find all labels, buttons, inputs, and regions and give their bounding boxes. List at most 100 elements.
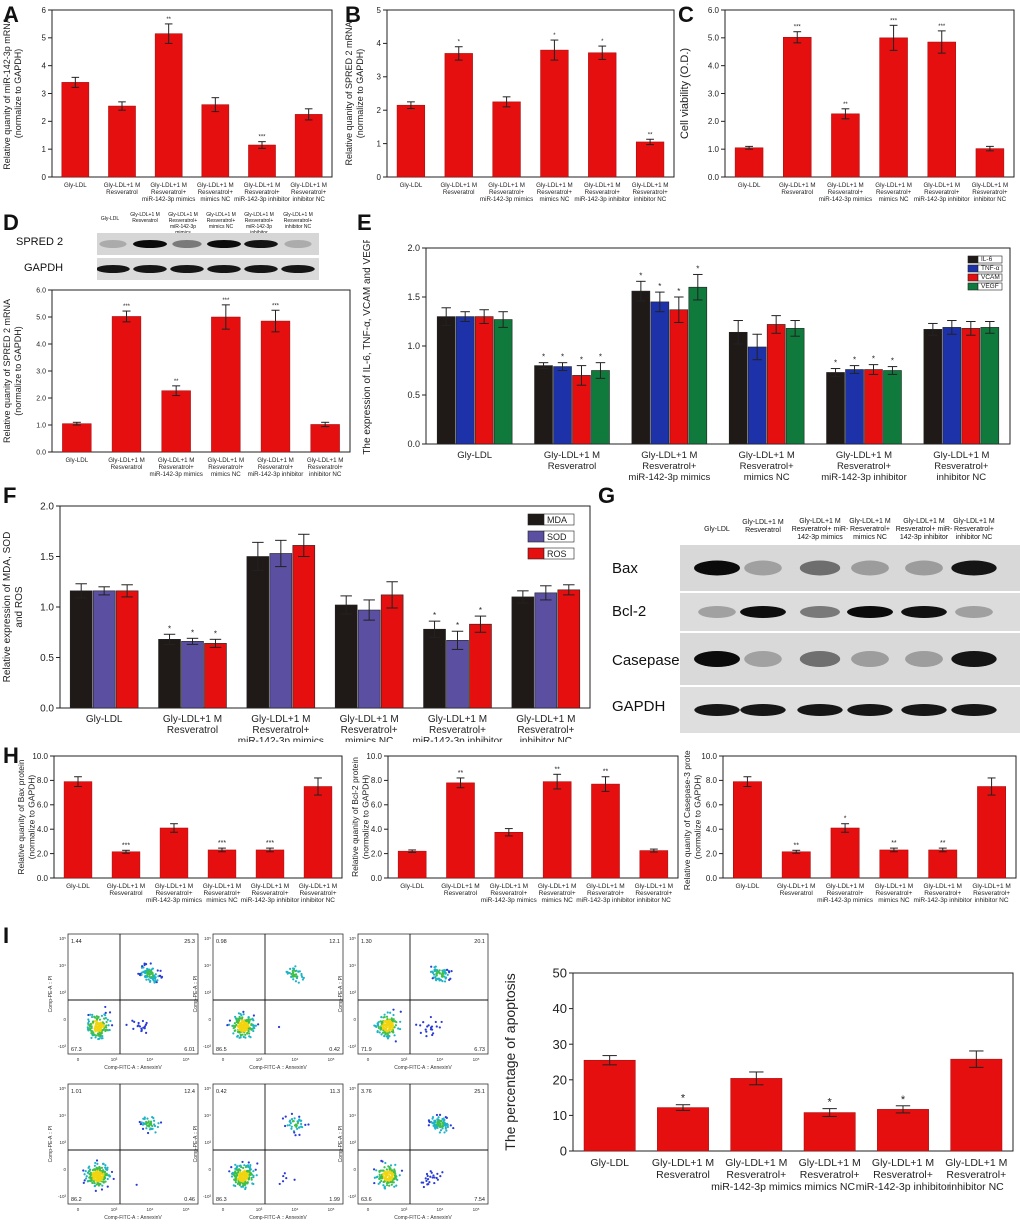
flow-dot	[297, 1126, 301, 1129]
flow-frame	[212, 1083, 344, 1205]
flow-dot	[430, 1171, 433, 1174]
significance-label: *	[853, 356, 856, 365]
flow-dot	[432, 1032, 435, 1035]
bar	[923, 329, 943, 445]
flow-dot	[98, 1018, 102, 1021]
bar	[734, 147, 764, 178]
flow-dot	[431, 1116, 435, 1119]
y-axis-label: Relative quanity of Bax protein	[16, 759, 26, 875]
category-label: Resveratrol+	[251, 890, 288, 897]
flow-dot	[100, 1166, 104, 1169]
flow-dot	[375, 1025, 378, 1028]
blot-d-image	[97, 233, 319, 280]
y-axis-label: Relative quanity of Bcl-2 protein	[350, 757, 360, 877]
flow-y-tick: -10³	[348, 1044, 357, 1049]
flow-dot	[437, 1118, 440, 1121]
flow-dot	[419, 1024, 422, 1027]
flow-dot	[425, 1030, 428, 1033]
flow-dot	[239, 1025, 242, 1028]
category-label: mimics NC	[804, 1181, 855, 1193]
flow-dot	[298, 1133, 301, 1136]
flow-dot	[439, 1125, 442, 1128]
y-tick-label: 50	[553, 966, 567, 981]
bar	[63, 781, 93, 879]
flow-dot	[89, 1179, 92, 1183]
flow-dot	[131, 1019, 134, 1022]
bar	[728, 331, 748, 445]
flow-dot	[388, 1172, 392, 1175]
bar	[446, 640, 469, 709]
flow-dot	[93, 1015, 96, 1019]
flow-y-label: Comp-PE-A :: PI	[193, 1126, 199, 1163]
category-label: Gly-LDL+1 M	[544, 450, 600, 461]
bar	[783, 37, 812, 178]
flow-dot	[241, 1033, 244, 1036]
flow-dot	[146, 1131, 150, 1135]
flow-dot	[452, 1126, 455, 1130]
y-tick-label: 3	[377, 73, 382, 82]
flow-dot	[237, 1181, 240, 1184]
flow-dot	[155, 981, 158, 984]
y-tick-label: 0.0	[37, 874, 49, 883]
significance-label: ***	[258, 135, 266, 141]
flow-dot	[102, 1026, 105, 1029]
category-label: Gly-LDL+1 M	[777, 883, 815, 890]
category-label: miR-142-3p mimics	[480, 196, 533, 203]
category-label: Gly-LDL+1 M	[441, 883, 479, 890]
flow-dot	[234, 1029, 237, 1032]
blot-g-image	[680, 545, 1020, 733]
flow-dot	[82, 1169, 85, 1172]
flow-dot	[393, 1174, 397, 1177]
flow-y-tick: 10³	[59, 1140, 66, 1145]
flow-dot	[238, 1179, 241, 1182]
y-tick-label: 6.0	[36, 287, 46, 294]
legend-box	[977, 273, 1003, 282]
flow-dot	[142, 966, 145, 969]
flow-dot	[293, 1178, 296, 1181]
significance-label: *	[901, 1094, 906, 1106]
flow-dot	[82, 1181, 85, 1184]
bar	[492, 101, 521, 178]
category-label: Resveratrol+	[308, 464, 344, 471]
flow-dot	[149, 962, 152, 965]
flow-dot	[146, 1117, 149, 1120]
quadrant-ll: 86.5	[216, 1047, 227, 1053]
flow-dot	[84, 1169, 87, 1173]
bar	[181, 641, 204, 709]
flow-dot	[95, 1021, 99, 1024]
flow-dot	[436, 969, 439, 972]
significance-label: *	[456, 621, 459, 630]
significance-label: *	[168, 624, 171, 633]
flow-dot	[98, 1167, 102, 1170]
panel-label-d: D	[3, 210, 19, 235]
plot-frame	[51, 9, 333, 178]
y-tick-label: 0.0	[708, 173, 720, 182]
flow-dot	[378, 1031, 381, 1034]
flow-y-tick: 0	[208, 1017, 211, 1022]
y-tick-label: 10.0	[701, 752, 717, 761]
bar	[380, 594, 404, 709]
flow-dot	[281, 1117, 285, 1120]
bar	[61, 82, 90, 178]
significance-label: ***	[272, 303, 280, 309]
category-label: Gly-LDL+1 M	[945, 1157, 1007, 1169]
flow-dot	[252, 1025, 255, 1028]
category-label: Resveratrol+	[642, 461, 697, 472]
chart-h-bcl2: 0.0 2.0 4.0 6.0 8.0 10.0 Relative quanity of B…	[350, 752, 679, 904]
flow-dot	[384, 1178, 387, 1181]
flow-dot	[153, 1124, 157, 1128]
flow-dot	[226, 1024, 229, 1027]
flow-dot	[244, 1166, 248, 1169]
flow-dot	[386, 1011, 389, 1014]
flow-dot	[228, 1170, 231, 1173]
flow-dot	[381, 1021, 384, 1024]
flow-y-tick: -10³	[348, 1194, 357, 1199]
significance-label: *	[844, 816, 847, 823]
legend-box	[543, 530, 575, 543]
flow-dot	[244, 1025, 247, 1028]
flow-dot	[244, 1180, 247, 1184]
flow-x-tick: 10⁴	[292, 1057, 299, 1062]
bar	[591, 783, 620, 879]
flow-dot	[247, 1161, 250, 1164]
flow-dot	[422, 1185, 425, 1189]
